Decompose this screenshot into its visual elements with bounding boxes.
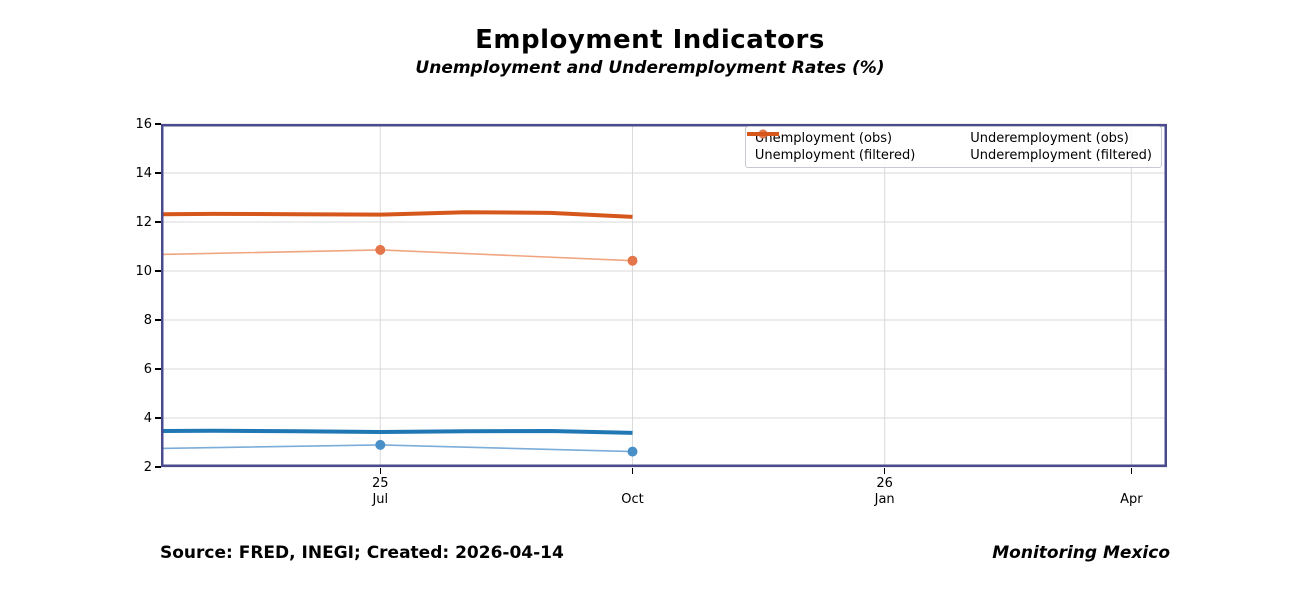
series-marker-underemployment-obs bbox=[375, 244, 386, 255]
y-axis-tick-mark bbox=[155, 319, 161, 321]
series-marker-unemployment-obs bbox=[627, 446, 638, 457]
plot-border bbox=[161, 124, 1167, 467]
y-axis-tick-label: 4 bbox=[143, 410, 152, 426]
x-axis-tick-mark bbox=[1130, 468, 1133, 474]
legend-sample-underemployment-filtered bbox=[746, 132, 779, 136]
x-axis-tick-mark bbox=[883, 468, 886, 474]
x-axis-tick-mark bbox=[631, 468, 634, 474]
x-axis-tick-label: Oct bbox=[621, 492, 644, 507]
series-layer bbox=[126, 210, 638, 457]
chart-subtitle: Unemployment and Underemployment Rates (… bbox=[415, 58, 885, 78]
y-axis-tick-label: 6 bbox=[143, 361, 152, 377]
footer-source: Source: FRED, INEGI; Created: 2026-04-14 bbox=[160, 543, 564, 563]
y-axis-tick-label: 2 bbox=[143, 459, 152, 475]
footer-brand: Monitoring Mexico bbox=[992, 543, 1170, 563]
x-axis-tick-label: Jan bbox=[874, 492, 895, 507]
y-axis-tick-mark bbox=[155, 221, 161, 223]
plot-area bbox=[161, 123, 1167, 468]
legend: Unemployment (obs) Unemployment (filtered… bbox=[744, 126, 1162, 168]
x-axis-tick-mark bbox=[379, 468, 382, 474]
y-axis-tick-label: 16 bbox=[135, 116, 152, 132]
figure: Unemployment (obs) Unemployment (filtered… bbox=[161, 123, 1167, 468]
legend-label: Unemployment (filtered) bbox=[754, 148, 916, 163]
chart-title: Employment Indicators bbox=[475, 25, 825, 55]
x-axis-tick-label: Apr bbox=[1120, 492, 1143, 507]
series-marker-unemployment-obs bbox=[375, 439, 386, 450]
series-marker-unemployment-obs bbox=[126, 444, 136, 454]
x-axis-tick-label: Jul bbox=[372, 492, 389, 507]
y-axis-tick-label: 12 bbox=[135, 214, 152, 230]
y-axis-tick-mark bbox=[155, 466, 161, 468]
legend-label: Unemployment (obs) bbox=[754, 131, 893, 146]
y-axis-tick-mark bbox=[155, 123, 161, 125]
legend-label: Underemployment (obs) bbox=[970, 131, 1129, 146]
series-line-underemployment-filtered bbox=[161, 210, 633, 219]
legend-entry-unemployment-filtered: Unemployment (filtered) bbox=[746, 132, 916, 163]
legend-entry-underemployment-filtered: Underemployment (filtered) bbox=[746, 132, 1152, 163]
x-axis-year-label: 26 bbox=[876, 476, 893, 491]
y-axis-tick-label: 14 bbox=[135, 165, 152, 181]
series-line-unemployment-filtered bbox=[161, 428, 633, 435]
y-axis-tick-label: 10 bbox=[135, 263, 152, 279]
y-axis-tick-mark bbox=[155, 417, 161, 419]
y-axis-tick-label: 8 bbox=[143, 312, 152, 328]
x-axis-year-label: 25 bbox=[372, 476, 389, 491]
series-marker-underemployment-obs bbox=[126, 250, 136, 260]
y-axis-tick-mark bbox=[155, 270, 161, 272]
gridlines bbox=[161, 123, 1167, 468]
legend-label: Underemployment (filtered) bbox=[970, 148, 1152, 163]
y-axis-tick-mark bbox=[155, 172, 161, 174]
legend-entry-underemployment-obs: Underemployment (obs) bbox=[746, 129, 1152, 146]
y-axis-tick-mark bbox=[155, 368, 161, 370]
series-marker-underemployment-obs bbox=[627, 255, 638, 266]
